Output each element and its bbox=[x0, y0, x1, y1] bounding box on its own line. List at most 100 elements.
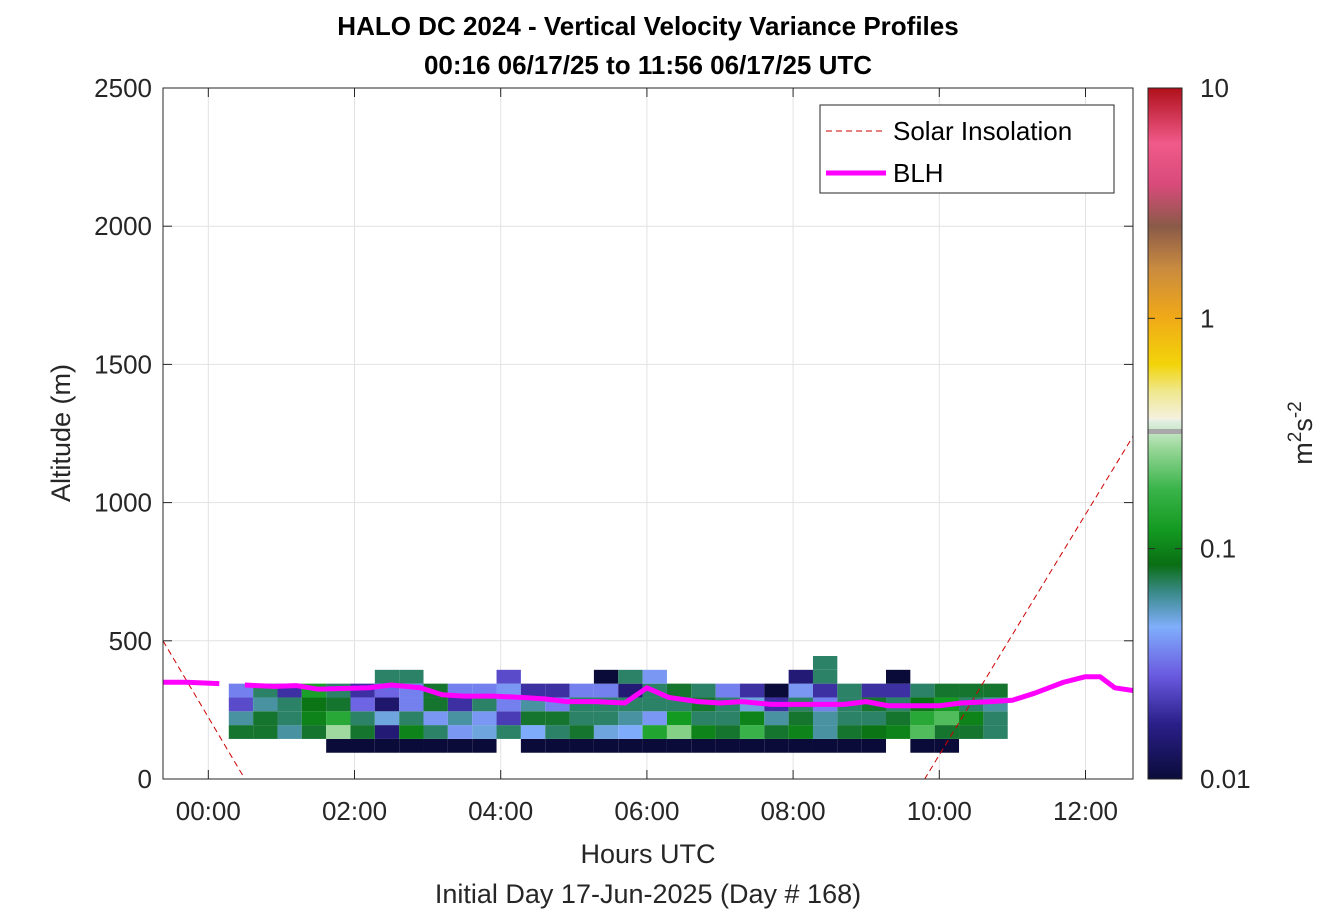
heatmap-cell bbox=[423, 738, 448, 753]
blh-line bbox=[244, 674, 1133, 709]
heatmap-cell bbox=[666, 725, 692, 739]
colorbar-label-s: s bbox=[1288, 418, 1318, 432]
heatmap-cell bbox=[374, 738, 400, 753]
heatmap-cell bbox=[253, 697, 278, 712]
heatmap-cell bbox=[350, 697, 375, 712]
solar-insolation-line bbox=[163, 436, 1133, 779]
x-tick-label: 00:00 bbox=[176, 796, 241, 826]
heatmap-cell bbox=[447, 725, 473, 739]
heatmap-cell bbox=[520, 725, 546, 739]
heatmap-cell bbox=[520, 738, 546, 753]
heatmap-cell bbox=[715, 683, 740, 698]
heatmap-cell bbox=[886, 669, 911, 684]
colorbar-tick-label: 10 bbox=[1200, 73, 1229, 103]
heatmap-cell bbox=[764, 711, 789, 726]
x-tick-label: 08:00 bbox=[761, 796, 826, 826]
heatmap-cell bbox=[691, 711, 716, 726]
heatmap-cell bbox=[812, 656, 838, 670]
heatmap-cell bbox=[374, 669, 400, 684]
heatmap-cell bbox=[228, 725, 254, 739]
heatmap-cell bbox=[228, 711, 254, 726]
heatmap-cell bbox=[472, 697, 497, 712]
legend-box bbox=[819, 104, 1115, 194]
colorbar-ticks: 0.01 0.1 1 10 bbox=[1148, 73, 1251, 794]
heatmap-cell bbox=[861, 683, 887, 698]
heatmap-cell bbox=[374, 725, 400, 739]
heatmap-cell bbox=[496, 683, 521, 698]
heatmap-cell bbox=[326, 725, 351, 739]
heatmap-cell bbox=[934, 683, 960, 698]
heatmap-cell bbox=[374, 711, 400, 726]
heatmap-cell bbox=[520, 683, 546, 698]
x-tick-label: 06:00 bbox=[614, 796, 679, 826]
heatmap-cell bbox=[837, 711, 862, 726]
heatmap-cell bbox=[399, 725, 424, 739]
heatmap-cell bbox=[983, 711, 1008, 726]
blh-line bbox=[163, 679, 220, 687]
heatmap-cell bbox=[837, 683, 862, 698]
heatmap-cell bbox=[983, 725, 1008, 739]
heatmap-cell bbox=[934, 711, 960, 726]
heatmap-cell bbox=[301, 725, 327, 739]
colorbar-gray-band bbox=[1148, 429, 1182, 434]
heatmap-cell bbox=[812, 683, 838, 698]
x-axis-sublabel: Initial Day 17-Jun-2025 (Day # 168) bbox=[435, 879, 861, 909]
chart-subtitle: 00:16 06/17/25 to 11:56 06/17/25 UTC bbox=[424, 50, 872, 80]
heatmap-cell bbox=[642, 669, 667, 684]
heatmap-cell bbox=[618, 738, 643, 753]
heatmap-cells bbox=[228, 656, 1008, 753]
heatmap-cell bbox=[593, 669, 619, 684]
heatmap-cell bbox=[691, 725, 716, 739]
heatmap-cell bbox=[739, 738, 765, 753]
colorbar-tick-label: 0.1 bbox=[1200, 534, 1236, 564]
heatmap-cell bbox=[545, 711, 570, 726]
heatmap-cell bbox=[423, 725, 448, 739]
heatmap-cell bbox=[350, 711, 375, 726]
heatmap-cell bbox=[861, 725, 887, 739]
x-tick-label: 04:00 bbox=[468, 796, 533, 826]
heatmap-cell bbox=[861, 738, 887, 753]
heatmap-cell bbox=[959, 711, 984, 726]
heatmap-cell bbox=[569, 711, 594, 726]
heatmap-cell bbox=[618, 711, 643, 726]
heatmap-cell bbox=[326, 697, 351, 712]
chart-title: HALO DC 2024 - Vertical Velocity Varianc… bbox=[337, 11, 958, 41]
heatmap-cell bbox=[520, 711, 546, 726]
heatmap-cell bbox=[666, 683, 692, 698]
heatmap-cell bbox=[910, 725, 935, 739]
heatmap-cell bbox=[886, 725, 911, 739]
heatmap-cell bbox=[788, 725, 813, 739]
x-tick-label: 10:00 bbox=[907, 796, 972, 826]
heatmap-cell bbox=[569, 738, 594, 753]
heatmap-cell bbox=[496, 725, 521, 739]
heatmap-cell bbox=[447, 738, 473, 753]
heatmap-cell bbox=[399, 711, 424, 726]
heatmap-cell bbox=[666, 738, 692, 753]
heatmap-cell bbox=[764, 738, 789, 753]
heatmap-cell bbox=[277, 725, 302, 739]
heatmap-cell bbox=[934, 725, 960, 739]
legend-blh-label: BLH bbox=[893, 158, 944, 188]
heatmap-cell bbox=[788, 711, 813, 726]
heatmap-cell bbox=[301, 697, 327, 712]
heatmap-cell bbox=[764, 683, 789, 698]
heatmap-cell bbox=[545, 738, 570, 753]
y-tick-label: 2000 bbox=[94, 211, 152, 241]
heatmap-cell bbox=[691, 738, 716, 753]
heatmap-cell bbox=[812, 711, 838, 726]
heatmap-cell bbox=[715, 725, 740, 739]
heatmap-cell bbox=[593, 738, 619, 753]
x-tick-label: 02:00 bbox=[322, 796, 387, 826]
heatmap-cell bbox=[326, 738, 351, 753]
heatmap-cell bbox=[277, 711, 302, 726]
heatmap-cell bbox=[399, 738, 424, 753]
heatmap-cell bbox=[618, 669, 643, 684]
heatmap-cell bbox=[301, 711, 327, 726]
y-tick-label: 0 bbox=[138, 764, 152, 794]
heatmap-cell bbox=[253, 711, 278, 726]
heatmap-cell bbox=[399, 669, 424, 684]
heatmap-cell bbox=[910, 683, 935, 698]
colorbar-frame bbox=[1147, 87, 1183, 780]
heatmap-cell bbox=[569, 683, 594, 698]
